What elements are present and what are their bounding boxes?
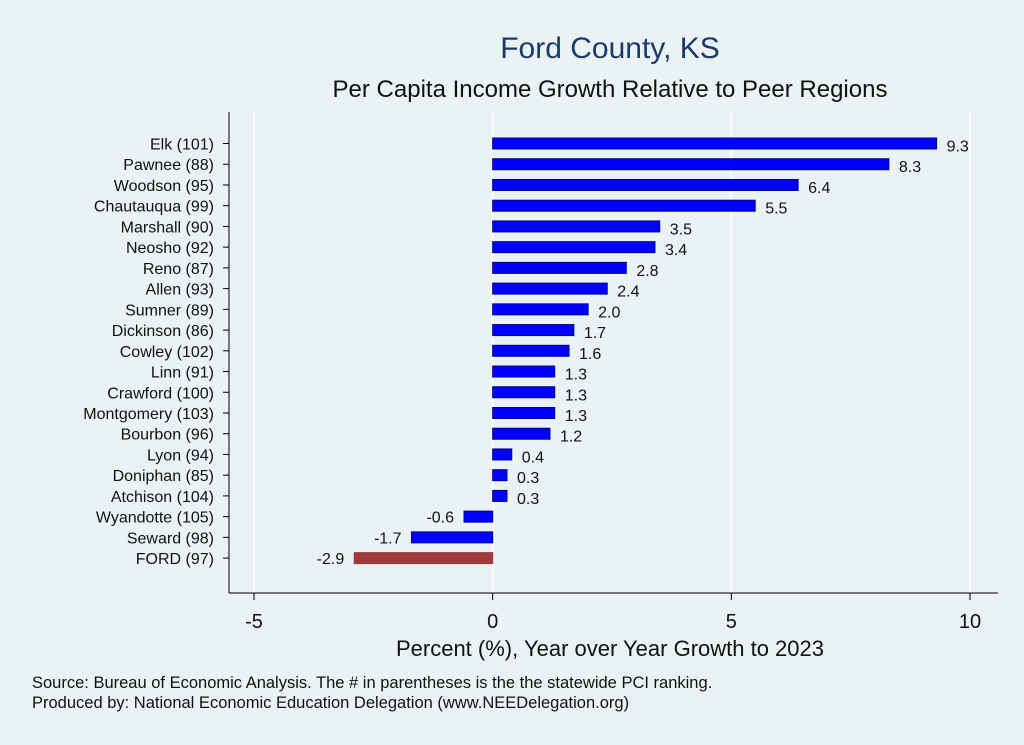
category-label: Neosho (92): [126, 240, 214, 257]
value-label: 8.3: [899, 159, 921, 176]
source-note: Source: Bureau of Economic Analysis. The…: [32, 673, 712, 713]
bar: [492, 220, 661, 233]
bar: [463, 510, 494, 523]
bar: [492, 469, 508, 482]
value-label: 2.8: [636, 263, 658, 280]
value-label: 0.3: [517, 491, 539, 508]
category-label: Crawford (100): [107, 385, 214, 402]
category-label: Dickinson (86): [112, 323, 214, 340]
bar: [492, 406, 556, 419]
value-label: -0.6: [426, 510, 454, 527]
category-label: Montgomery (103): [83, 406, 214, 423]
value-label: 9.3: [947, 139, 969, 156]
chart-title: Ford County, KS: [500, 32, 720, 65]
x-axis-label: Percent (%), Year over Year Growth to 20…: [396, 636, 824, 661]
value-label: 2.0: [598, 304, 620, 321]
axes: -5 0 5 10 Elk (101) Pawnee (88) Woodson (95) Ch…: [83, 112, 998, 633]
x-tick-label: 0: [487, 611, 498, 633]
category-label: Marshall (90): [121, 219, 214, 236]
category-label: Elk (101): [150, 137, 214, 154]
category-label: FORD (97): [136, 551, 214, 568]
value-label: 2.4: [617, 284, 639, 301]
category-label: Seward (98): [127, 530, 214, 547]
x-tick-label: 10: [959, 611, 981, 633]
value-label: 1.3: [565, 408, 587, 425]
value-label: 1.6: [579, 346, 601, 363]
bar: [492, 137, 938, 150]
value-label: 1.3: [565, 387, 587, 404]
bar: [492, 303, 589, 316]
value-label: 5.5: [765, 201, 787, 218]
bar: [492, 365, 556, 378]
category-label: Linn (91): [151, 365, 214, 382]
producer-line: Produced by: National Economic Education…: [32, 694, 630, 712]
bar: [492, 241, 656, 254]
category-label: Cowley (102): [120, 344, 214, 361]
value-label: 3.4: [665, 242, 687, 259]
category-label: Chautauqua (99): [94, 199, 214, 216]
value-label: 1.7: [584, 325, 606, 342]
value-label: -2.9: [317, 551, 345, 568]
value-label: 6.4: [808, 180, 830, 197]
category-label: Wyandotte (105): [96, 510, 214, 527]
bar: [492, 489, 508, 502]
bar: [492, 199, 756, 212]
chart-subtitle: Per Capita Income Growth Relative to Pee…: [333, 76, 888, 103]
category-label: Allen (93): [146, 282, 214, 299]
x-tick-label: -5: [245, 611, 263, 633]
category-label: Pawnee (88): [123, 157, 214, 174]
source-line: Source: Bureau of Economic Analysis. The…: [32, 674, 713, 692]
value-label: 3.5: [670, 221, 692, 238]
value-label: 0.4: [522, 449, 544, 466]
bar: [411, 531, 494, 544]
category-label: Bourbon (96): [121, 427, 214, 444]
bar: [492, 282, 608, 295]
bar: [492, 261, 627, 274]
bars: 9.3 8.3 6.4 5.5 3.5 3.4 2.8 2.4 2.0 1.7 1.6 1.3 1.3 1…: [317, 137, 969, 568]
value-label: 1.2: [560, 429, 582, 446]
value-label: 1.3: [565, 367, 587, 384]
category-label: Doniphan (85): [113, 468, 214, 485]
bar-chart: Ford County, KS Per Capita Income Growth…: [83, 32, 998, 661]
category-label: Lyon (94): [147, 447, 214, 464]
category-label: Woodson (95): [114, 178, 214, 195]
category-label: Reno (87): [143, 261, 214, 278]
bar-highlight: [353, 552, 494, 565]
value-label: 0.3: [517, 470, 539, 487]
value-label: -1.7: [374, 530, 402, 547]
bar: [492, 324, 575, 337]
category-label: Atchison (104): [111, 489, 214, 506]
bar: [492, 427, 551, 440]
bar: [492, 178, 799, 191]
bar: [492, 344, 570, 357]
bar: [492, 448, 513, 461]
bar: [492, 386, 556, 399]
x-tick-label: 5: [726, 611, 737, 633]
bar: [492, 158, 890, 171]
category-label: Sumner (89): [125, 302, 214, 319]
